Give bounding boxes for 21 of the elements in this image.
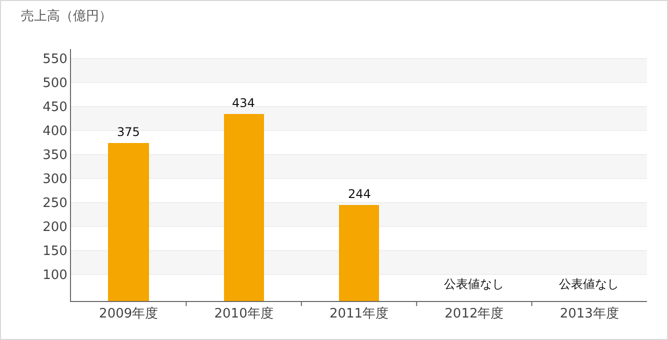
y-tick-label: 400 — [42, 124, 68, 140]
data-label: 244 — [348, 187, 371, 201]
text: 公表値なし — [559, 277, 619, 291]
x-tick-label: 2011年度 — [329, 306, 389, 322]
y-tick-label: 450 — [42, 100, 68, 116]
x-tick-label: 2010年度 — [214, 306, 274, 322]
y-tick-label: 300 — [42, 172, 68, 188]
y-tick-label: 150 — [42, 244, 68, 260]
x-tick-label: 2012年度 — [444, 306, 504, 322]
x-tick-label: 2009年度 — [99, 306, 158, 322]
y-axis-title: 売上高（億円） — [21, 8, 112, 24]
y-tick-label: 100 — [42, 268, 68, 284]
y-tick-label: 350 — [42, 148, 68, 164]
y-tick-label: 550 — [42, 52, 68, 68]
y-tick-label: 500 — [42, 76, 68, 92]
data-label: 434 — [232, 96, 255, 110]
x-tick-label: 2013年度 — [560, 306, 619, 322]
y-tick-label: 200 — [42, 220, 68, 236]
y-tick-label: 250 — [42, 196, 68, 212]
data-label: 375 — [117, 125, 140, 139]
text: 公表値なし — [444, 277, 504, 291]
